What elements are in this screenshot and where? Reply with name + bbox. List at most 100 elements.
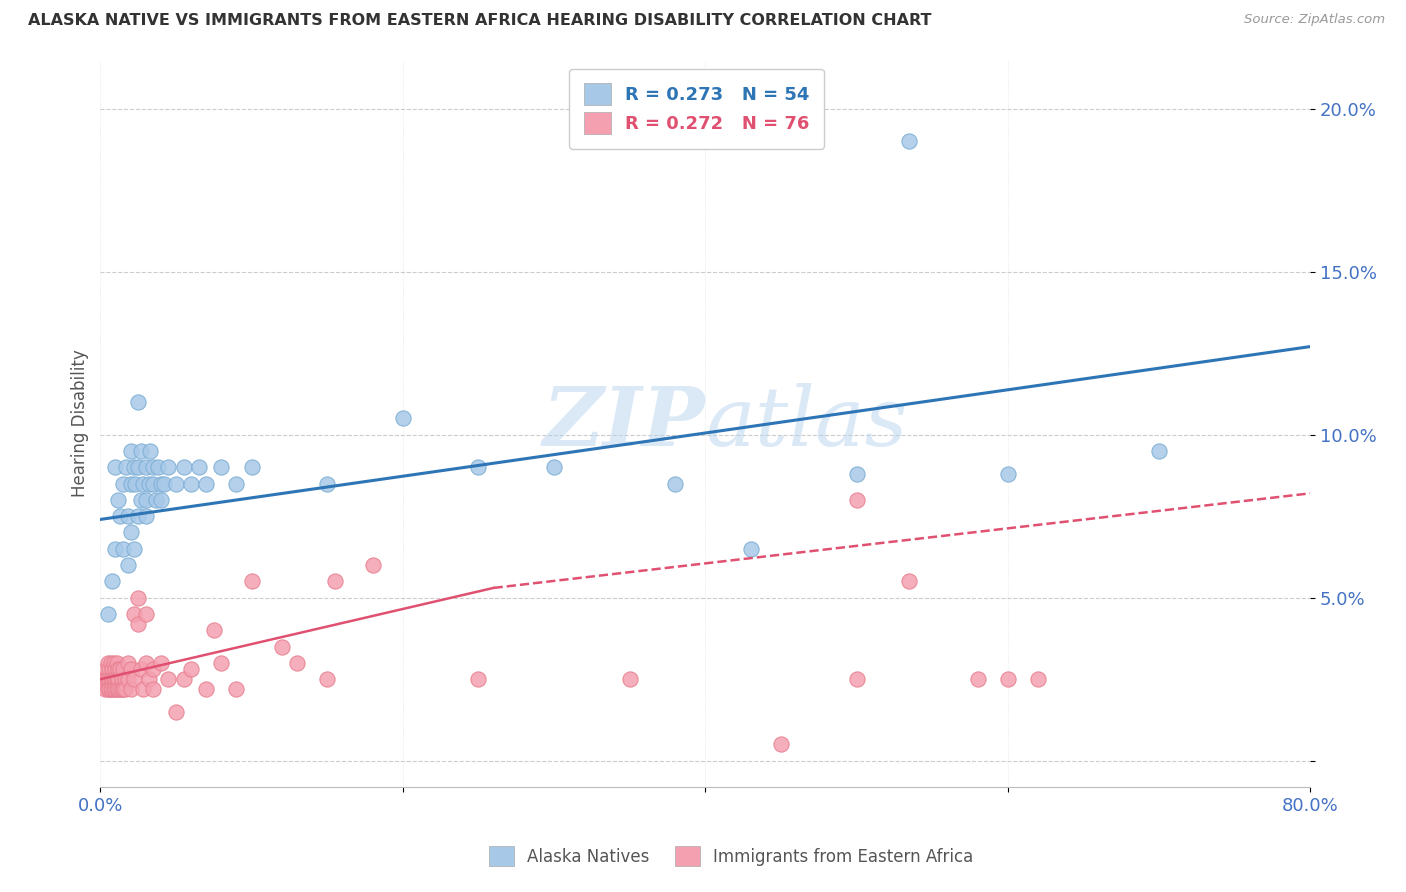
Point (543, 460, 565, 475)
Point (180, 662, 202, 676)
Point (270, 640, 292, 654)
Point (898, 574, 921, 589)
Point (98, 681, 121, 696)
Point (104, 460, 127, 475)
Point (135, 607, 157, 621)
Point (467, 460, 489, 475)
Point (115, 460, 138, 475)
Point (165, 705, 187, 719)
Point (112, 476, 135, 491)
Point (120, 662, 142, 676)
Point (127, 509, 149, 524)
Legend: Alaska Natives, Immigrants from Eastern Africa: Alaska Natives, Immigrants from Eastern … (481, 838, 981, 875)
Point (104, 662, 127, 676)
Point (157, 460, 180, 475)
Point (122, 672, 145, 686)
Point (112, 681, 135, 696)
Point (104, 681, 127, 696)
Point (120, 681, 142, 696)
Point (845, 467, 868, 481)
Point (142, 662, 165, 676)
Point (391, 411, 413, 425)
Point (112, 541, 135, 556)
Point (135, 460, 157, 475)
Point (153, 476, 176, 491)
Point (120, 476, 142, 491)
Point (997, 672, 1019, 686)
Point (740, 541, 762, 556)
Point (173, 460, 195, 475)
Point (180, 476, 202, 491)
Point (105, 656, 128, 670)
Point (139, 444, 162, 458)
Point (122, 607, 145, 621)
Point (240, 574, 263, 589)
Point (101, 662, 124, 676)
Text: atlas: atlas (706, 384, 908, 463)
Point (845, 672, 868, 686)
Text: ALASKA NATIVE VS IMMIGRANTS FROM EASTERN AFRICA HEARING DISABILITY CORRELATION C: ALASKA NATIVE VS IMMIGRANTS FROM EASTERN… (28, 13, 932, 29)
Y-axis label: Hearing Disability: Hearing Disability (72, 350, 89, 497)
Legend: R = 0.273   N = 54, R = 0.272   N = 76: R = 0.273 N = 54, R = 0.272 N = 76 (569, 69, 824, 149)
Point (142, 681, 165, 696)
Point (122, 460, 145, 475)
Point (98, 672, 121, 686)
Point (98, 662, 121, 676)
Point (117, 656, 139, 670)
Point (131, 681, 153, 696)
Point (107, 681, 129, 696)
Point (146, 460, 169, 475)
Point (149, 656, 172, 670)
Point (127, 591, 149, 605)
Point (1026, 672, 1049, 686)
Point (323, 574, 346, 589)
Point (94, 681, 117, 696)
Point (997, 467, 1019, 481)
Point (149, 476, 172, 491)
Point (225, 476, 247, 491)
Point (664, 476, 686, 491)
Point (209, 460, 232, 475)
Point (165, 476, 187, 491)
Point (135, 656, 157, 670)
Point (101, 672, 124, 686)
Point (316, 476, 339, 491)
Point (94, 672, 117, 686)
Point (105, 672, 128, 686)
Point (117, 672, 139, 686)
Point (108, 681, 131, 696)
Point (100, 681, 122, 696)
Point (100, 672, 122, 686)
Point (103, 656, 125, 670)
Point (103, 672, 125, 686)
Point (108, 509, 131, 524)
Text: ZIP: ZIP (543, 384, 706, 463)
Point (361, 558, 384, 572)
Point (114, 681, 136, 696)
Point (97, 672, 120, 686)
Point (96, 672, 118, 686)
Point (97, 656, 120, 670)
Point (127, 616, 149, 631)
Point (127, 395, 149, 409)
Point (108, 662, 131, 676)
Point (285, 656, 308, 670)
Point (157, 672, 180, 686)
Point (112, 662, 135, 676)
Point (122, 541, 145, 556)
Point (769, 738, 792, 752)
Point (619, 672, 641, 686)
Point (142, 476, 165, 491)
Point (101, 574, 124, 589)
Point (187, 460, 209, 475)
Point (97, 681, 120, 696)
Point (105, 681, 128, 696)
Point (845, 492, 868, 507)
Point (142, 460, 165, 475)
Point (93, 672, 115, 686)
Point (138, 672, 160, 686)
Point (127, 460, 149, 475)
Point (107, 662, 129, 676)
Point (240, 460, 263, 475)
Point (97, 607, 120, 621)
